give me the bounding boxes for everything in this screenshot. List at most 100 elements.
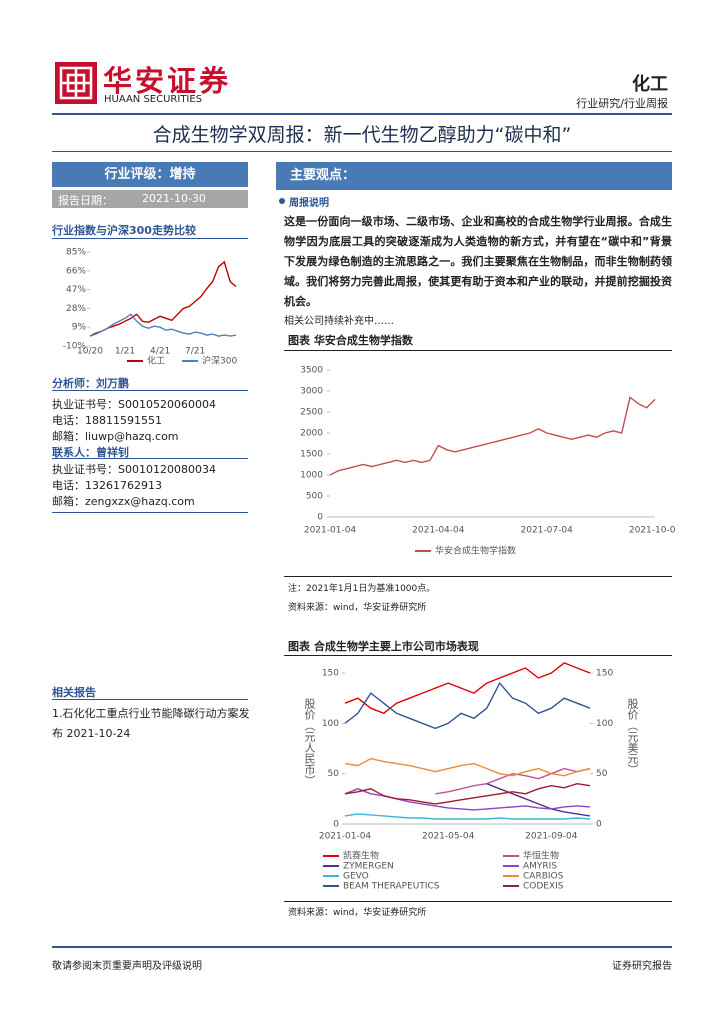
x-tick-label: 4/21 bbox=[150, 347, 170, 357]
legend-label: 沪深300 bbox=[202, 355, 237, 367]
x-tick-label: 1/21 bbox=[115, 347, 135, 357]
series-line bbox=[89, 313, 237, 337]
y2-tick-label: 150 bbox=[596, 669, 613, 679]
x-tick-label: 2021-07-04 bbox=[521, 526, 574, 536]
y2-tick-label: 0 bbox=[596, 820, 602, 830]
y-tick-label: 9% bbox=[72, 323, 87, 333]
analyst-line: 执业证书号：S0010520060004 bbox=[52, 398, 216, 411]
series-line bbox=[344, 757, 591, 777]
legend-label: CODEXIS bbox=[523, 882, 564, 892]
x-tick-label: 2021-04-04 bbox=[412, 526, 465, 536]
index-line-chart: 0 500 1000 1500 2000 2500 3000 3500 2021-01-04 20… bbox=[300, 366, 675, 557]
report-category: 行业研究/行业周报 bbox=[576, 97, 668, 110]
header-rule bbox=[52, 113, 672, 115]
series-line bbox=[344, 813, 591, 820]
y-tick-label: 500 bbox=[306, 492, 323, 502]
figure-title: 图表 合成生物学主要上市公司市场表现 bbox=[288, 640, 479, 653]
y-tick-label: 3000 bbox=[300, 387, 323, 397]
series-line bbox=[344, 681, 591, 730]
x-tick-label: 2021-05-04 bbox=[422, 832, 475, 842]
contact-label: 联系人：曾祥钊 bbox=[52, 446, 129, 459]
footer-right: 证券研究报告 bbox=[612, 961, 672, 972]
section-rule bbox=[52, 390, 248, 391]
x-tick-label: 2021-09-04 bbox=[525, 832, 578, 842]
x-tick-label: 7/21 bbox=[185, 347, 205, 357]
figure-source: 资料来源：wind，华安证券研究所 bbox=[288, 908, 427, 918]
section-rule bbox=[52, 512, 248, 513]
x-tick-label: 2021-01-04 bbox=[319, 832, 372, 842]
series-line bbox=[435, 767, 591, 795]
y-tick-label: 50 bbox=[328, 769, 340, 779]
y-tick-label: 100 bbox=[322, 719, 339, 729]
contact-line: 执业证书号：S0010120080034 bbox=[52, 463, 216, 476]
y2-axis-title: 股价（元美元） bbox=[626, 698, 639, 775]
series-line bbox=[344, 782, 591, 805]
sector: 化工 bbox=[632, 74, 668, 95]
figure-rule bbox=[284, 901, 672, 902]
related-title: 相关报告 bbox=[52, 686, 96, 699]
y-tick-label: 2500 bbox=[300, 408, 323, 418]
report-title: 合成生物学双周报：新一代生物乙醇助力“碳中和” bbox=[152, 124, 572, 146]
analyst-line: 电话：18811591551 bbox=[52, 414, 162, 427]
y-tick-label: 3500 bbox=[300, 366, 323, 376]
contact-line: 邮箱：zengxzx@hazq.com bbox=[52, 495, 195, 508]
legend-label: ZYMERGEN bbox=[343, 862, 394, 872]
figure-source: 资料来源：wind，华安证券研究所 bbox=[288, 603, 427, 613]
x-tick-label: 2021-10-04 bbox=[629, 526, 675, 536]
series-line bbox=[344, 662, 591, 715]
series-line bbox=[89, 260, 237, 337]
y-tick-label: 1500 bbox=[300, 450, 323, 460]
figure-note: 注：2021年1月1日为基准1000点。 bbox=[288, 584, 436, 594]
analyst-line: 邮箱：liuwp@hazq.com bbox=[52, 430, 179, 443]
footer-left: 敬请参阅末页重要声明及评级说明 bbox=[52, 961, 202, 972]
date-label: 报告日期： bbox=[58, 194, 113, 207]
y-tick-label: 2000 bbox=[300, 429, 323, 439]
y-tick-label: 0 bbox=[333, 820, 339, 830]
title-rule bbox=[52, 151, 672, 152]
section-rule bbox=[52, 238, 248, 239]
section-rule bbox=[52, 699, 248, 700]
y-axis-title: 股价（元人民币） bbox=[303, 698, 316, 786]
logo-en: HUAAN SECURITIES bbox=[104, 94, 203, 105]
index-chart: 85% 66% 47% 28% 9% -10%10/20 1/21 4/21 7/21 化工 沪深3… bbox=[63, 248, 238, 367]
y2-tick-label: 100 bbox=[596, 719, 613, 729]
report-date: 2021-10-30 bbox=[142, 192, 206, 205]
y-tick-label: 28% bbox=[66, 304, 86, 314]
legend-label: CARBIOS bbox=[523, 872, 564, 882]
y-tick-label: 85% bbox=[66, 248, 86, 258]
y-tick-label: -10% bbox=[63, 342, 87, 352]
legend-label: BEAM THERAPEUTICS bbox=[343, 882, 440, 892]
y2-tick-label: 50 bbox=[596, 769, 608, 779]
y-tick-label: 1000 bbox=[300, 471, 323, 481]
legend-label: GEVO bbox=[343, 872, 369, 882]
legend-label: 华恒生物 bbox=[523, 850, 559, 862]
x-tick-label: 2021-01-04 bbox=[304, 526, 357, 536]
legend-label: 凯赛生物 bbox=[343, 850, 379, 862]
footer-rule bbox=[52, 946, 672, 948]
bullet bbox=[279, 198, 285, 204]
rating-banner: 行业评级：增持 bbox=[52, 162, 248, 187]
section-heading: 周报说明 bbox=[289, 198, 329, 209]
main-banner: 主要观点： bbox=[276, 162, 672, 190]
analyst-label: 分析师：刘万鹏 bbox=[52, 377, 129, 390]
logo-cn: 华安证券 bbox=[103, 64, 232, 98]
company-chart: 0 50 100 150 0 50 100 150 股价（元人民币） 股价（元美元） 2021-01… bbox=[303, 662, 639, 892]
y-tick-label: 66% bbox=[66, 266, 86, 276]
legend-label: 华安合成生物学指数 bbox=[435, 545, 516, 557]
x-tick-label: 10/20 bbox=[77, 347, 103, 357]
y-tick-label: 47% bbox=[66, 285, 86, 295]
series-line bbox=[486, 783, 591, 817]
legend-label: 化工 bbox=[147, 355, 165, 367]
contact-line: 电话：13261762913 bbox=[52, 479, 162, 492]
figure-title: 图表 华安合成生物学指数 bbox=[288, 334, 413, 347]
series-line bbox=[329, 396, 656, 476]
logo-mark bbox=[55, 62, 97, 104]
legend-label: AMYRIS bbox=[523, 862, 557, 872]
figure-rule bbox=[284, 655, 672, 656]
section-rule bbox=[52, 458, 248, 459]
index-chart-title: 行业指数与沪深300走势比较 bbox=[52, 224, 196, 237]
y-tick-label: 0 bbox=[317, 513, 323, 523]
figure-rule bbox=[284, 350, 672, 351]
figure-rule bbox=[284, 576, 672, 577]
